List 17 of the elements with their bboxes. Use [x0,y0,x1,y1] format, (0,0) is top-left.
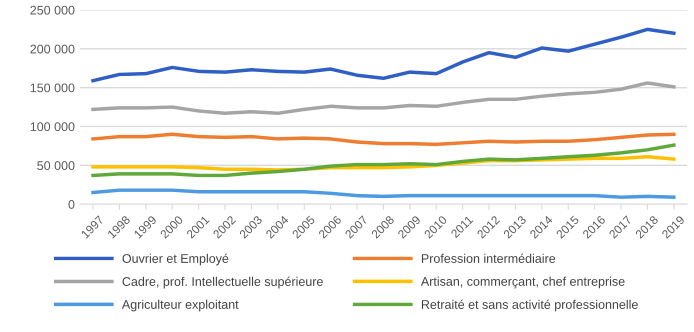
y-tick-label: 150 000 [30,83,74,92]
y-tick-label: 250 000 [30,6,74,15]
legend-label: Profession intermédiaire [422,254,556,263]
line-series [91,81,676,116]
line-series [91,188,676,199]
line-series [91,143,676,178]
legend-label: Ouvrier et Employé [122,254,228,266]
y-tick-label: 50 000 [37,161,74,170]
legend-label: Retraité et sans activité professionnelle [422,300,638,312]
legend-label: Artisan, commerçant, chef entreprise [420,276,625,288]
legend-label: Agriculteur exploitant [122,300,239,312]
line-series [91,28,676,82]
y-tick-label: 0 [68,200,74,209]
line-series [91,132,676,146]
y-tick-label: 200 000 [30,44,74,54]
legend-label: Cadre, prof. Intellectuelle supérieure [122,276,323,288]
y-tick-label: 100 000 [30,122,74,132]
